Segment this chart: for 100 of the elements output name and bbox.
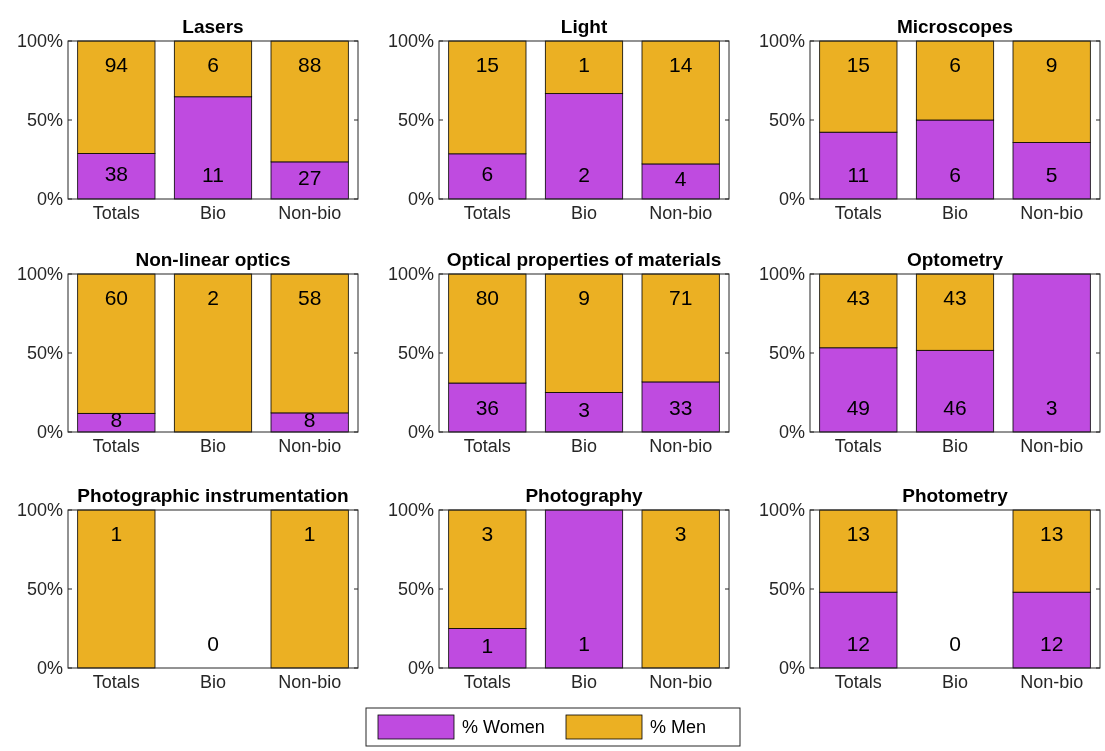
y-tick-label: 100% [758, 264, 805, 285]
annotation: 1 [578, 632, 590, 656]
chart-title: Non-linear optics [135, 249, 291, 270]
annotation: 49 [846, 396, 871, 420]
annotation: 15 [475, 53, 500, 77]
annotation: 60 [104, 286, 129, 310]
y-tick-label: 50% [397, 579, 434, 600]
annotation: 12 [846, 632, 871, 656]
annotation: 14 [668, 53, 693, 77]
annotation: 2 [207, 286, 219, 310]
annotation: 1 [578, 53, 590, 77]
annotation: 3 [1045, 396, 1058, 420]
chart-title: Microscopes [896, 16, 1014, 37]
y-tick-label: 0% [407, 422, 434, 443]
x-tick-label: Totals [92, 203, 140, 223]
y-tick-label: 100% [387, 500, 434, 521]
annotation: 13 [1039, 522, 1064, 546]
x-tick-label: Bio [570, 672, 598, 692]
chart-title: Optical properties of materials [446, 249, 722, 270]
annotation: 3 [481, 522, 494, 546]
y-tick-label: 50% [768, 110, 805, 131]
legend-label: % Women [462, 717, 545, 738]
x-tick-label: Non-bio [278, 672, 342, 692]
x-tick-label: Bio [941, 672, 969, 692]
y-tick-label: 100% [16, 264, 63, 285]
chart-title: Photography [525, 485, 644, 506]
y-tick-label: 100% [16, 500, 63, 521]
annotation: 2 [578, 163, 590, 187]
annotation: 88 [297, 53, 322, 77]
x-tick-label: Non-bio [649, 203, 713, 223]
annotation: 9 [578, 286, 590, 310]
annotation: 6 [481, 161, 494, 185]
y-tick-label: 50% [768, 343, 805, 364]
annotation: 33 [668, 396, 693, 420]
x-tick-label: Totals [92, 672, 140, 692]
x-tick-label: Totals [834, 436, 882, 456]
annotation: 0 [207, 632, 219, 656]
annotation: 13 [846, 522, 871, 546]
x-tick-label: Totals [463, 203, 511, 223]
annotation: 3 [674, 522, 687, 546]
y-tick-label: 0% [407, 658, 434, 679]
x-tick-label: Totals [834, 203, 882, 223]
annotation: 1 [303, 522, 316, 546]
annotation: 43 [846, 286, 871, 310]
annotation: 8 [303, 407, 316, 431]
annotation: 15 [846, 53, 871, 77]
annotation: 94 [104, 53, 129, 77]
x-tick-label: Non-bio [278, 436, 342, 456]
y-tick-label: 0% [36, 422, 63, 443]
y-tick-label: 100% [387, 264, 434, 285]
annotation: 8 [110, 408, 123, 432]
y-tick-label: 0% [778, 658, 805, 679]
x-tick-label: Totals [834, 672, 882, 692]
y-tick-label: 50% [768, 579, 805, 600]
x-tick-label: Non-bio [278, 203, 342, 223]
annotation: 6 [207, 53, 219, 77]
annotation: 0 [949, 632, 961, 656]
chart-title: Light [560, 16, 608, 37]
y-tick-label: 0% [36, 189, 63, 210]
y-tick-label: 100% [758, 500, 805, 521]
annotation: 71 [668, 286, 693, 310]
x-tick-label: Bio [199, 436, 227, 456]
bar [173, 273, 253, 433]
y-tick-label: 0% [778, 422, 805, 443]
y-tick-label: 0% [36, 658, 63, 679]
x-tick-label: Non-bio [1020, 436, 1084, 456]
x-tick-label: Bio [570, 203, 598, 223]
x-tick-label: Totals [463, 672, 511, 692]
x-tick-label: Non-bio [1020, 203, 1084, 223]
y-tick-label: 50% [397, 110, 434, 131]
x-tick-label: Bio [199, 672, 227, 692]
annotation: 3 [578, 397, 590, 421]
y-tick-label: 0% [407, 189, 434, 210]
x-tick-label: Bio [199, 203, 227, 223]
annotation: 46 [943, 396, 967, 420]
chart-title: Photographic instrumentation [77, 485, 349, 506]
y-tick-label: 50% [26, 579, 63, 600]
annotation: 58 [297, 286, 322, 310]
legend-label: % Men [650, 717, 707, 738]
x-tick-label: Bio [570, 436, 598, 456]
annotation: 5 [1045, 163, 1058, 187]
annotation: 36 [475, 396, 500, 420]
annotation: 1 [110, 522, 123, 546]
chart-title: Optometry [906, 249, 1004, 270]
x-tick-label: Totals [463, 436, 511, 456]
x-tick-label: Non-bio [649, 436, 713, 456]
x-tick-label: Non-bio [649, 672, 713, 692]
y-tick-label: 0% [778, 189, 805, 210]
y-tick-label: 100% [758, 31, 805, 52]
chart-title: Photometry [902, 485, 1009, 506]
y-tick-label: 50% [397, 343, 434, 364]
annotation: 1 [481, 633, 494, 657]
annotation: 6 [949, 163, 961, 187]
x-tick-label: Totals [92, 436, 140, 456]
annotation: 80 [475, 286, 500, 310]
y-tick-label: 50% [26, 343, 63, 364]
annotation: 38 [104, 161, 129, 185]
annotation: 27 [297, 165, 322, 189]
annotation: 6 [949, 53, 961, 77]
x-tick-label: Non-bio [1020, 672, 1084, 692]
